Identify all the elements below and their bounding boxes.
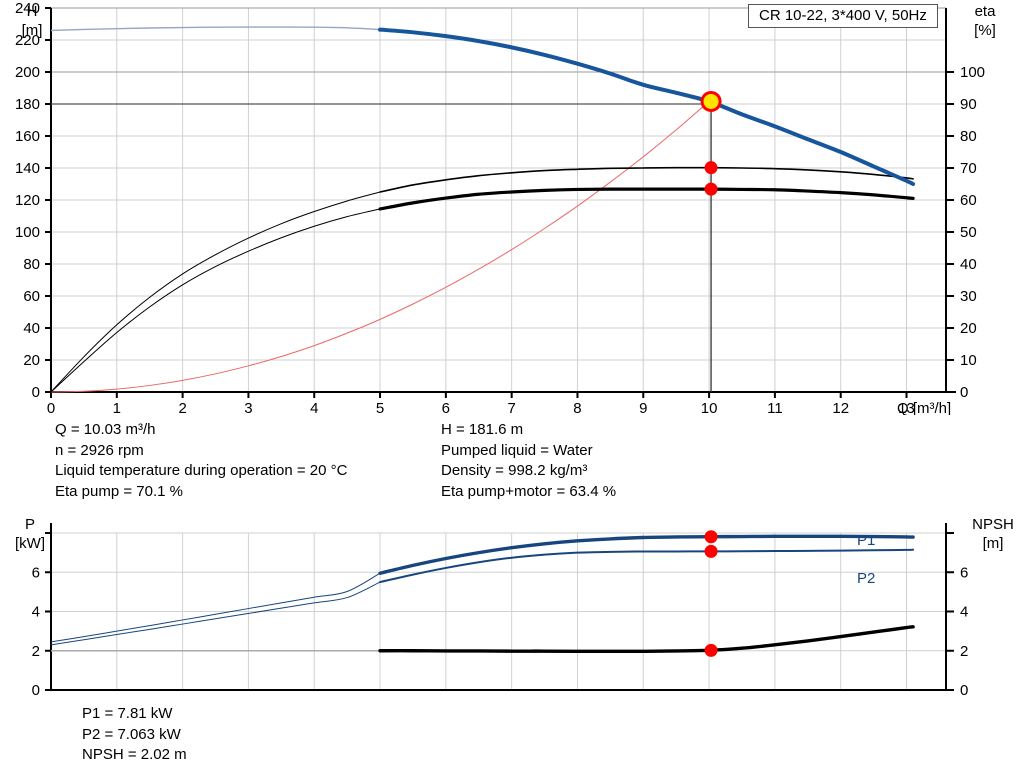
head-curve-bold: [378, 27, 916, 186]
y-axis-title-line1: H: [27, 3, 38, 20]
tick-label-x-2: 2: [178, 400, 186, 415]
power-curve-thin-P2: [50, 581, 381, 646]
tick-label-x-11: 11: [767, 400, 783, 415]
marker-NPSH: [704, 643, 718, 657]
duty-info-left: Q = 10.03 m³/h n = 2926 rpm Liquid tempe…: [55, 420, 347, 502]
power-info: P1 = 7.81 kW P2 = 7.063 kW NPSH = 2.02 m: [82, 704, 187, 766]
tick-label-x-4: 4: [310, 400, 318, 415]
tick-label-right-3: 30: [960, 288, 977, 305]
tick-label-right-1: 10: [960, 352, 977, 369]
tick-label-right-1: 2: [960, 643, 968, 660]
power-info-line-2: NPSH = 2.02 m: [82, 746, 187, 763]
marker-P2: [704, 544, 718, 558]
eta-curve-bold-0: [379, 166, 914, 193]
model-label-text: CR 10-22, 3*400 V, 50Hz: [759, 7, 927, 24]
head-curve-thin: [50, 26, 381, 32]
tick-label-left-10: 200: [15, 64, 40, 81]
p2-curve-label: P2: [857, 570, 875, 587]
duty-info-right-line-2: Density = 998.2 kg/m³: [441, 462, 588, 479]
x-axis-title: Q [m³/h]: [897, 400, 951, 415]
duty-point-marker: [700, 90, 722, 112]
tick-label-left-5: 100: [15, 224, 40, 241]
duty-info-right-line-3: Eta pump+motor = 63.4 %: [441, 482, 617, 500]
duty-info-left-line-3: Eta pump = 70.1 %: [55, 482, 183, 500]
power-npsh-chart: 0 2 4 6 0 2 4 6 P [kW] NPSH [m] P1 P2: [15, 516, 1014, 699]
eta-marker-1: [704, 182, 718, 196]
y2-axis-title-line2: [%]: [974, 22, 996, 39]
y-axis-title-line2: [kW]: [15, 535, 45, 552]
power-curve-bold-P1: [378, 534, 915, 575]
top-chart-group: 0204060801001201401601802002202400102030…: [15, 0, 996, 415]
model-label-box: CR 10-22, 3*400 V, 50Hz: [748, 4, 938, 28]
duty-info-right-line-1: Pumped liquid = Water: [441, 441, 593, 459]
tick-label-left-3: 60: [23, 288, 40, 305]
tick-label-x-10: 10: [701, 400, 718, 415]
tick-label-right-2: 4: [960, 604, 968, 621]
y-axis-title-line1: P: [25, 516, 35, 533]
y2-axis-title-line1: NPSH: [972, 516, 1014, 533]
power-info-line-0: P1 = 7.81 kW: [82, 705, 173, 722]
y-axis-title-line2: [m]: [22, 22, 43, 39]
npsh-curve-bold: [378, 625, 915, 654]
power-curve-thin-P1: [50, 572, 381, 643]
tick-label-right-9: 90: [960, 96, 977, 113]
y2-axis-title-line1: eta: [975, 3, 997, 20]
power-info-line-1: P2 = 7.063 kW: [82, 725, 181, 743]
marker-P1: [704, 530, 718, 544]
tick-label-x-3: 3: [244, 400, 252, 415]
p1-curve-label: P1: [857, 532, 875, 549]
duty-info-left-line-2: Liquid temperature during operation = 20…: [55, 462, 348, 479]
eta-curve-bold-1: [378, 187, 915, 211]
duty-info-left-line-0: Q = 10.03 m³/h: [55, 421, 156, 438]
tick-label-left-1: 20: [23, 352, 40, 369]
tick-label-right-0: 0: [960, 384, 968, 401]
eta-curve-thin-1: [50, 208, 381, 393]
eta-curve-thin-0: [50, 191, 381, 393]
tick-label-x-6: 6: [442, 400, 450, 415]
tick-label-left-2: 4: [32, 604, 40, 621]
tick-label-left-0: 0: [32, 384, 40, 401]
tick-label-x-7: 7: [507, 400, 515, 415]
tick-label-left-1: 2: [32, 643, 40, 660]
tick-label-x-5: 5: [376, 400, 384, 415]
tick-label-right-6: 60: [960, 192, 977, 209]
tick-label-left-4: 80: [23, 256, 40, 273]
eta-marker-0: [704, 161, 718, 175]
system-curve: [50, 98, 713, 393]
tick-label-x-0: 0: [47, 400, 55, 415]
duty-info-left-line-1: n = 2926 rpm: [55, 441, 144, 459]
tick-label-right-4: 40: [960, 256, 977, 273]
tick-label-right-10: 100: [960, 64, 985, 81]
tick-label-left-3: 6: [32, 564, 40, 581]
tick-label-right-0: 0: [960, 682, 968, 699]
tick-label-left-11: 220: [15, 32, 40, 49]
tick-label-left-8: 160: [15, 128, 40, 145]
tick-label-x-12: 12: [832, 400, 849, 415]
tick-label-left-0: 0: [32, 682, 40, 699]
tick-label-left-6: 120: [15, 192, 40, 209]
tick-label-right-5: 50: [960, 224, 977, 241]
bottom-chart-group: 0 2 4 6 0 2 4 6 P [kW] NPSH [m] P1 P2: [15, 516, 1014, 699]
tick-label-right-7: 70: [960, 160, 977, 177]
tick-label-left-12: 240: [15, 0, 40, 17]
y2-axis-title-line2: [m]: [983, 535, 1004, 552]
tick-label-x-1: 1: [113, 400, 121, 415]
tick-label-right-8: 80: [960, 128, 977, 145]
tick-label-right-3: 6: [960, 564, 968, 581]
tick-label-x-8: 8: [573, 400, 581, 415]
head-efficiency-chart: 0204060801001201401601802002202400102030…: [15, 0, 996, 415]
tick-label-left-7: 140: [15, 160, 40, 177]
duty-info-right: H = 181.6 m Pumped liquid = Water Densit…: [441, 420, 616, 502]
tick-label-x-13: 13: [898, 400, 915, 415]
duty-info-right-line-0: H = 181.6 m: [441, 421, 524, 438]
tick-label-left-2: 40: [23, 320, 40, 337]
tick-label-right-2: 20: [960, 320, 977, 337]
power-curve-bold-P2: [379, 548, 915, 584]
tick-label-left-9: 180: [15, 96, 40, 113]
tick-label-x-9: 9: [639, 400, 647, 415]
